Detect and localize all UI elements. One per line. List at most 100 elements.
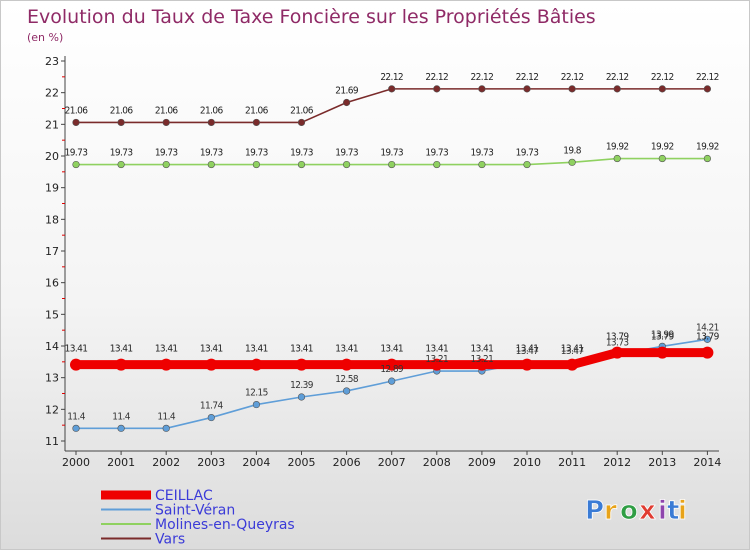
data-point bbox=[72, 118, 80, 127]
x-tick-label: 2006 bbox=[333, 456, 361, 469]
data-label: 13.79 bbox=[696, 332, 720, 343]
data-point bbox=[207, 118, 215, 127]
data-label: 13.73 bbox=[606, 338, 629, 349]
data-label: 19.73 bbox=[380, 148, 403, 159]
x-tick-label: 2010 bbox=[513, 456, 541, 469]
data-point bbox=[343, 160, 351, 169]
data-point bbox=[343, 387, 351, 395]
data-point bbox=[160, 358, 173, 371]
y-tick-label: 16 bbox=[45, 277, 59, 290]
data-label: 12.89 bbox=[380, 364, 404, 375]
y-tick-label: 13 bbox=[45, 372, 59, 385]
logo-letter: i bbox=[658, 496, 667, 526]
data-point bbox=[72, 424, 80, 432]
data-label: 13.41 bbox=[65, 344, 88, 355]
data-point bbox=[656, 346, 669, 359]
data-label: 21.06 bbox=[110, 105, 134, 116]
data-label: 22.12 bbox=[425, 72, 448, 83]
data-label: 19.73 bbox=[245, 148, 268, 159]
data-label: 22.12 bbox=[696, 72, 719, 83]
data-point bbox=[117, 424, 125, 432]
x-tick-label: 2005 bbox=[288, 456, 316, 469]
data-label: 19.73 bbox=[200, 148, 223, 159]
data-label: 19.73 bbox=[155, 148, 178, 159]
data-label: 13.41 bbox=[471, 344, 494, 355]
data-point bbox=[613, 85, 621, 93]
data-label: 13.99 bbox=[651, 329, 675, 340]
data-label: 13.21 bbox=[425, 354, 448, 365]
data-point bbox=[252, 400, 260, 409]
logo-letter: i bbox=[678, 496, 687, 526]
data-label: 14.21 bbox=[696, 322, 719, 333]
data-label: 21.06 bbox=[155, 105, 179, 116]
y-tick-label: 12 bbox=[45, 403, 59, 416]
data-point bbox=[162, 424, 170, 432]
x-tick-label: 2014 bbox=[693, 456, 721, 469]
data-point bbox=[343, 98, 351, 107]
legend-label: Molines-en-Queyras bbox=[155, 517, 295, 533]
data-label: 22.12 bbox=[651, 72, 674, 83]
data-point bbox=[117, 118, 125, 127]
data-label: 13.41 bbox=[380, 344, 403, 355]
data-label: 21.06 bbox=[245, 105, 269, 116]
logo-letter: o bbox=[620, 496, 638, 526]
data-label: 22.12 bbox=[471, 72, 494, 83]
data-point bbox=[703, 335, 712, 343]
data-point bbox=[297, 118, 306, 127]
data-label: 21.69 bbox=[335, 85, 359, 96]
data-label: 11.74 bbox=[200, 401, 224, 412]
data-point bbox=[658, 85, 666, 93]
data-label: 13.41 bbox=[516, 344, 539, 355]
data-label: 11.4 bbox=[112, 411, 131, 422]
x-tick-label: 2012 bbox=[603, 456, 631, 469]
logo-letter: P bbox=[585, 496, 604, 526]
y-tick-label: 14 bbox=[45, 340, 59, 353]
data-label: 19.92 bbox=[606, 142, 629, 153]
data-point bbox=[703, 154, 712, 163]
data-label: 13.41 bbox=[155, 344, 178, 355]
data-label: 21.06 bbox=[200, 105, 224, 116]
x-tick-label: 2003 bbox=[197, 456, 225, 469]
data-point bbox=[523, 85, 531, 93]
data-point bbox=[521, 358, 533, 371]
x-tick-label: 2002 bbox=[152, 456, 180, 469]
data-point bbox=[611, 346, 624, 359]
logo-letter: t bbox=[667, 496, 679, 526]
data-label: 19.8 bbox=[563, 145, 582, 156]
data-label: 22.12 bbox=[516, 72, 539, 83]
data-label: 19.92 bbox=[696, 142, 719, 153]
x-tick-label: 2004 bbox=[242, 456, 270, 469]
data-labels: 13.41 13.41 13.41 13.41 13.41 13.41 13.41 13.41… bbox=[65, 72, 721, 422]
data-label: 19.73 bbox=[425, 148, 448, 159]
y-tick-label: 11 bbox=[45, 435, 59, 448]
data-label: 13.79 bbox=[606, 332, 630, 343]
data-point bbox=[207, 413, 215, 422]
data-point bbox=[252, 118, 260, 127]
data-point bbox=[385, 358, 398, 371]
data-label: 12.39 bbox=[290, 380, 314, 391]
data-point bbox=[297, 393, 306, 401]
x-tick-label: 2007 bbox=[378, 456, 406, 469]
chart-title: Evolution du Taux de Taxe Foncière sur l… bbox=[27, 6, 596, 28]
data-label: 13.41 bbox=[290, 344, 313, 355]
x-tick-label: 2008 bbox=[423, 456, 451, 469]
data-label: 19.73 bbox=[290, 148, 313, 159]
data-label: 13.47 bbox=[561, 346, 584, 357]
data-point bbox=[433, 160, 441, 169]
data-label: 13.21 bbox=[471, 354, 494, 365]
data-point bbox=[205, 358, 218, 371]
data-label: 13.41 bbox=[425, 344, 448, 355]
data-point bbox=[340, 358, 353, 371]
data-point bbox=[162, 118, 170, 127]
y-tick-label: 17 bbox=[45, 245, 59, 258]
data-point bbox=[388, 85, 396, 93]
x-tick-label: 2013 bbox=[648, 456, 676, 469]
data-label: 13.41 bbox=[200, 344, 223, 355]
data-label: 22.12 bbox=[380, 72, 403, 83]
data-point bbox=[162, 160, 170, 169]
data-label: 12.58 bbox=[335, 374, 359, 385]
data-point bbox=[297, 160, 306, 169]
